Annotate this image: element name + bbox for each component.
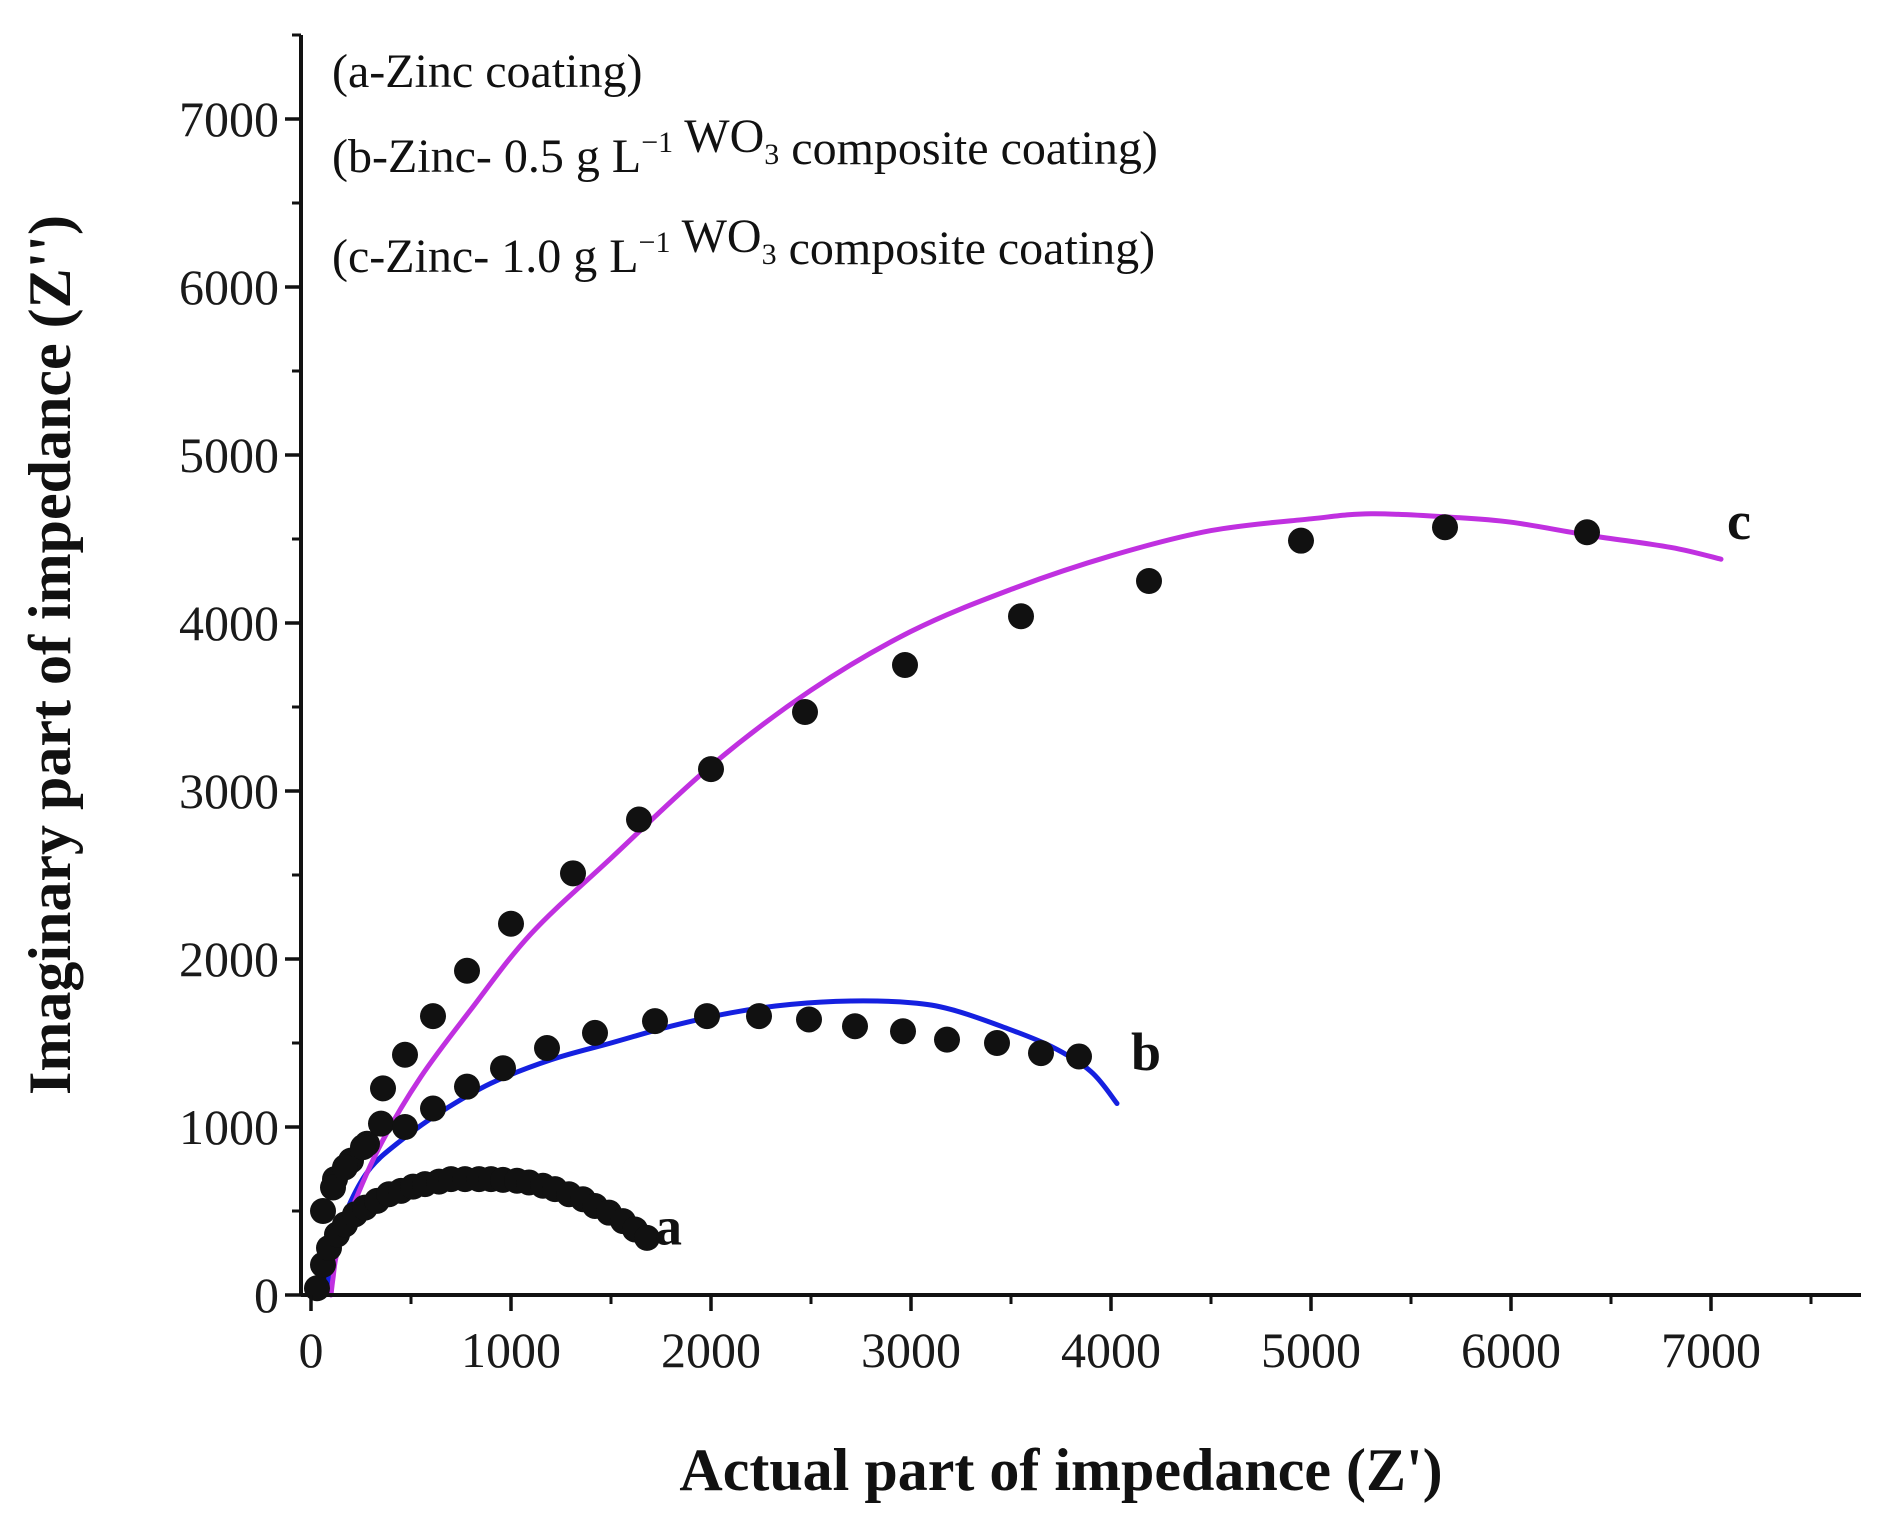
data-point-c <box>792 699 818 726</box>
x-tick-label: 6000 <box>1461 1322 1561 1378</box>
legend: (a-Zinc coating) (b-Zinc- 0.5 g L−1 WO3 c… <box>332 45 1158 283</box>
data-point-b <box>310 1198 336 1224</box>
data-point-b <box>392 1114 418 1140</box>
y-tick-label: 3000 <box>179 763 279 819</box>
legend-entry-1: (a-Zinc coating) <box>332 45 643 98</box>
data-point-b <box>934 1026 960 1053</box>
y-tick-label: 1000 <box>179 1099 279 1155</box>
data-point-c <box>892 652 918 678</box>
data-point-b <box>890 1018 916 1045</box>
x-tick-label: 7000 <box>1661 1322 1761 1378</box>
series-labels: a b c <box>655 491 1751 1257</box>
data-point-b <box>420 1095 446 1122</box>
data-point-b <box>796 1006 822 1033</box>
data-point-b <box>490 1055 516 1082</box>
data-point-c <box>1288 527 1314 554</box>
data-point-c <box>392 1041 418 1068</box>
series-label-c: c <box>1727 491 1751 551</box>
y-tick-label: 7000 <box>179 91 279 147</box>
y-tick-label: 5000 <box>179 427 279 483</box>
data-point-b <box>368 1110 394 1137</box>
data-point-c <box>498 910 524 937</box>
data-point-b <box>534 1035 560 1062</box>
x-tick-label: 0 <box>299 1322 324 1378</box>
data-point-a <box>634 1224 660 1251</box>
data-markers <box>304 514 1600 1302</box>
data-point-c <box>1008 603 1034 630</box>
data-point-b <box>842 1013 868 1040</box>
y-tick-label: 0 <box>254 1267 279 1323</box>
y-tick-label: 2000 <box>179 931 279 987</box>
data-point-b <box>582 1019 608 1046</box>
data-point-b <box>694 1003 720 1030</box>
data-point-c <box>454 957 480 984</box>
data-point-b <box>1028 1040 1054 1067</box>
x-axis-title: Actual part of impedance (Z') <box>679 1437 1442 1503</box>
legend-entry-2: (b-Zinc- 0.5 g L−1 WO3 composite coating… <box>332 110 1158 183</box>
x-tick-label: 5000 <box>1261 1322 1361 1378</box>
data-point-b <box>642 1008 668 1035</box>
data-point-b <box>746 1003 772 1030</box>
data-point-c <box>420 1003 446 1030</box>
y-tick-label: 4000 <box>179 595 279 651</box>
series-label-a: a <box>655 1197 682 1257</box>
data-point-a <box>304 1275 330 1302</box>
data-point-c <box>370 1075 396 1102</box>
data-point-b <box>1066 1043 1092 1070</box>
data-point-c <box>698 756 724 783</box>
axes: 0 1000 2000 3000 4000 5000 6000 7000 0 1000 2000 30… <box>179 33 1861 1378</box>
x-tick-label: 2000 <box>661 1322 761 1378</box>
data-point-c <box>1136 568 1162 594</box>
data-point-c <box>350 1134 376 1161</box>
data-point-c <box>626 806 652 833</box>
data-point-c <box>332 1154 358 1181</box>
data-point-b <box>454 1073 480 1100</box>
series-label-b: b <box>1131 1022 1161 1082</box>
x-tick-label: 1000 <box>461 1322 561 1378</box>
data-point-c <box>560 860 586 887</box>
x-tick-label: 4000 <box>1061 1322 1161 1378</box>
y-axis-title: Imaginary part of impedance (Z'') <box>17 215 83 1095</box>
data-point-c <box>320 1174 346 1201</box>
data-point-c <box>1574 519 1600 546</box>
legend-entry-3: (c-Zinc- 1.0 g L−1 WO3 composite coating… <box>332 210 1155 283</box>
data-point-c <box>1432 514 1458 541</box>
fit-curve-c <box>328 511 1724 1298</box>
data-point-b <box>984 1030 1010 1056</box>
y-tick-label: 6000 <box>179 259 279 315</box>
x-tick-label: 3000 <box>861 1322 961 1378</box>
